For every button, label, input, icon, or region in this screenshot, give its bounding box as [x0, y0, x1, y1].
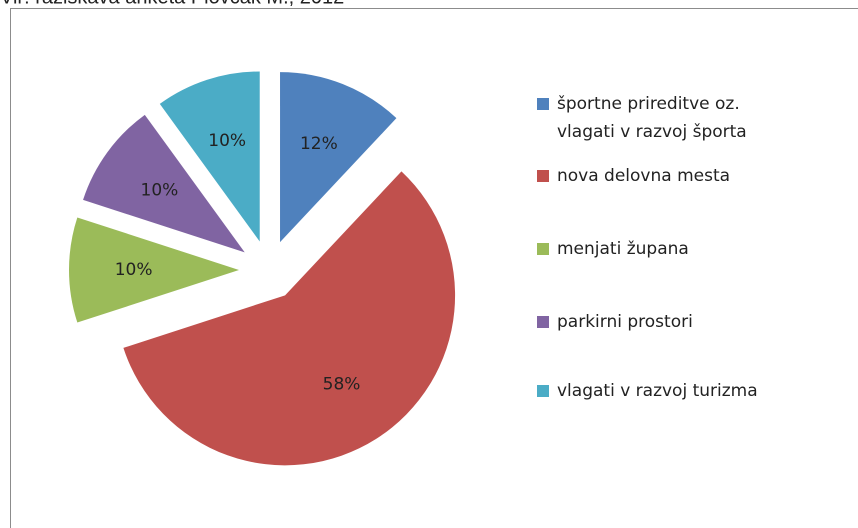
- pie-slice: [83, 114, 245, 253]
- legend-swatch: [537, 316, 549, 328]
- legend-swatch: [537, 170, 549, 182]
- data-label: 10%: [115, 260, 153, 280]
- legend-swatch: [537, 98, 549, 110]
- source: Vir: raziskava anketa Plovčak M., 2012: [0, 0, 344, 8]
- legend: športne prireditve oz. vlagati v razvoj …: [537, 90, 837, 405]
- legend-swatch: [537, 243, 549, 255]
- pie-slice: [69, 217, 239, 323]
- legend-item: vlagati v razvoj turizma: [537, 377, 837, 405]
- data-label: 10%: [141, 180, 179, 200]
- legend-label: športne prireditve oz. vlagati v razvoj …: [557, 94, 747, 142]
- legend-item: nova delovna mesta: [537, 162, 837, 190]
- data-label: 10%: [208, 131, 246, 151]
- legend-item: športne prireditve oz. vlagati v razvoj …: [537, 90, 837, 146]
- pie-slice: [280, 72, 397, 243]
- data-label: 58%: [323, 374, 361, 394]
- legend-item: menjati župana: [537, 235, 837, 263]
- legend-swatch: [537, 385, 549, 397]
- pie-slice: [123, 171, 456, 466]
- legend-label: vlagati v razvoj turizma: [557, 381, 758, 401]
- legend-item: parkirni prostori: [537, 308, 837, 336]
- pie-slice: [159, 71, 260, 242]
- legend-label: menjati župana: [557, 239, 689, 259]
- data-label: 12%: [300, 134, 338, 154]
- legend-label: nova delovna mesta: [557, 166, 731, 186]
- legend-label: parkirni prostori: [557, 312, 693, 332]
